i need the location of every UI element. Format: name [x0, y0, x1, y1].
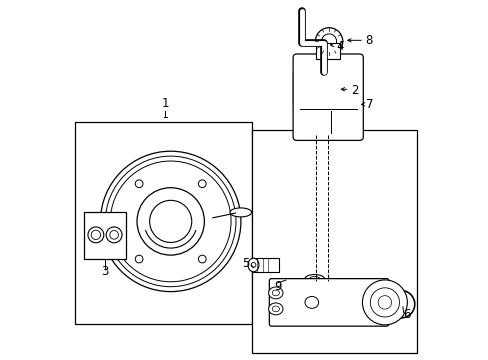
Ellipse shape: [304, 275, 324, 284]
Bar: [253, 258, 278, 272]
Circle shape: [296, 98, 301, 102]
Ellipse shape: [229, 208, 251, 217]
Circle shape: [110, 161, 231, 282]
Ellipse shape: [305, 297, 318, 308]
Circle shape: [329, 98, 333, 102]
Ellipse shape: [325, 281, 332, 284]
Circle shape: [315, 28, 342, 55]
Circle shape: [377, 296, 391, 309]
Circle shape: [362, 280, 407, 325]
Ellipse shape: [268, 287, 283, 299]
Bar: [84, 212, 125, 259]
Ellipse shape: [268, 303, 283, 315]
Ellipse shape: [309, 276, 320, 282]
Ellipse shape: [272, 290, 279, 296]
Circle shape: [88, 227, 103, 243]
FancyBboxPatch shape: [293, 72, 337, 106]
Circle shape: [137, 188, 204, 255]
Text: 9: 9: [273, 280, 281, 293]
Circle shape: [105, 156, 236, 287]
Circle shape: [369, 288, 399, 317]
Circle shape: [135, 180, 142, 188]
Circle shape: [296, 76, 301, 80]
Bar: [315, 43, 339, 59]
Circle shape: [329, 76, 333, 80]
Ellipse shape: [251, 262, 255, 267]
Circle shape: [101, 151, 241, 292]
Circle shape: [110, 230, 118, 239]
Text: 8: 8: [365, 34, 372, 47]
Circle shape: [91, 230, 101, 239]
Circle shape: [198, 180, 206, 188]
Circle shape: [321, 34, 336, 49]
Circle shape: [106, 227, 122, 243]
FancyBboxPatch shape: [292, 54, 363, 140]
Text: 3: 3: [102, 265, 109, 278]
Circle shape: [198, 255, 206, 263]
Circle shape: [386, 291, 414, 318]
Bar: [75, 122, 251, 324]
Ellipse shape: [247, 258, 259, 272]
Ellipse shape: [272, 306, 279, 312]
Text: 7: 7: [366, 98, 373, 111]
Ellipse shape: [301, 79, 329, 99]
Ellipse shape: [321, 279, 336, 286]
Bar: [251, 130, 416, 353]
Circle shape: [149, 200, 191, 243]
Circle shape: [135, 255, 142, 263]
Text: 6: 6: [403, 309, 410, 321]
FancyBboxPatch shape: [269, 279, 388, 326]
Text: 2: 2: [350, 84, 358, 97]
Text: 5: 5: [242, 257, 249, 270]
Text: 1: 1: [161, 97, 169, 110]
Text: 4: 4: [336, 40, 343, 53]
